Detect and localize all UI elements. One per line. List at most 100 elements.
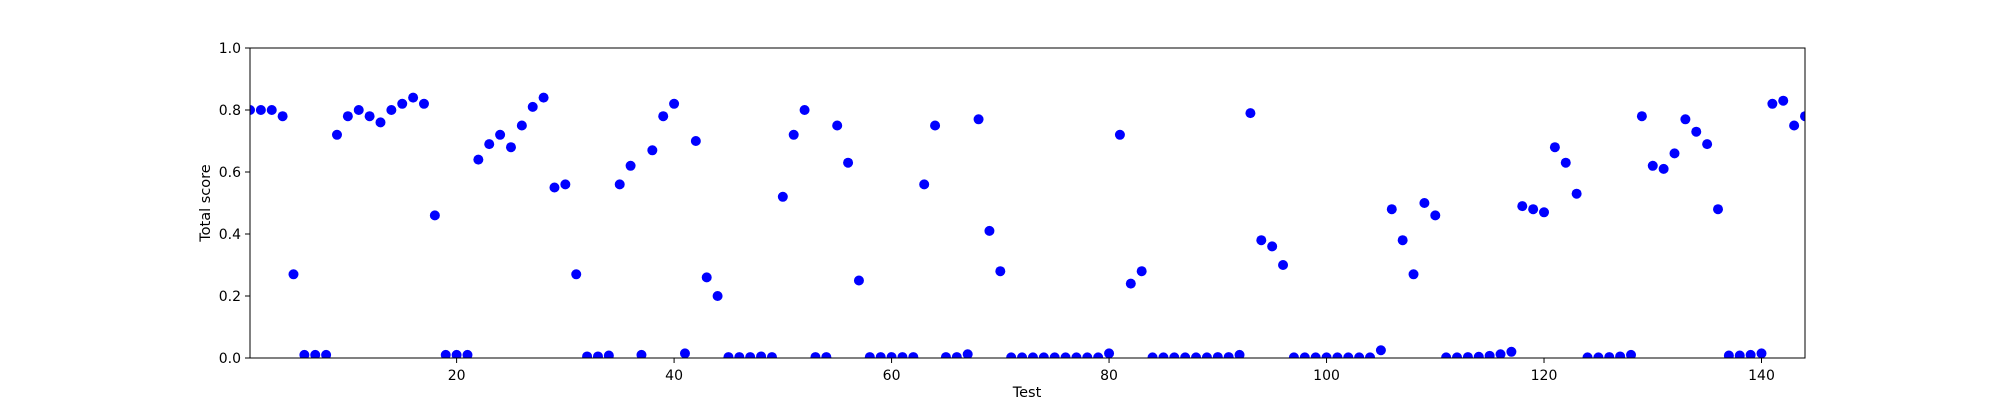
data-point [1691,126,1702,137]
data-point [288,269,299,280]
data-point [495,129,506,140]
data-point [560,179,571,190]
data-point [549,182,560,193]
data-point [669,98,680,109]
data-point [538,92,549,103]
data-point [1093,352,1104,358]
data-point [1027,352,1038,358]
data-point [1745,349,1756,358]
data-point [255,105,266,115]
data-point [1734,350,1745,358]
data-point [1038,352,1049,358]
data-point [810,352,821,358]
data-point [1767,98,1778,109]
data-point [353,105,364,115]
data-point [930,120,941,131]
data-point [756,351,767,358]
data-point [1680,114,1691,125]
data-point [1256,235,1267,246]
data-point [364,111,375,122]
data-point [679,348,690,358]
data-point [875,352,886,358]
data-point [701,272,712,283]
data-point [1430,210,1441,221]
data-point [1539,207,1550,218]
data-point [940,352,951,358]
data-point [1332,352,1343,358]
data-point [1647,160,1658,171]
data-point [1506,346,1517,357]
data-point [462,349,473,358]
points-layer [250,92,1805,358]
data-point [1104,348,1115,358]
data-point [1800,111,1805,122]
data-point [1462,352,1473,358]
data-point [1626,349,1637,358]
data-point [1484,350,1495,358]
data-point [505,142,516,153]
data-point [712,291,723,301]
data-point [1495,349,1506,358]
data-point [1473,351,1484,358]
data-point [1375,345,1386,356]
data-point [592,351,603,358]
y-tick-label: 0.8 [219,103,241,119]
data-point [614,179,625,190]
data-point [331,129,342,140]
data-point [375,117,386,128]
data-point [1365,352,1376,358]
data-point [266,105,277,115]
data-point [527,101,538,112]
data-point [1615,351,1626,358]
data-point [745,352,756,358]
data-point [1071,352,1082,358]
data-point [277,111,288,122]
data-point [1528,204,1539,215]
data-point [1604,352,1615,358]
data-point [582,351,593,358]
data-point [777,191,788,202]
y-tick-label: 0.4 [219,227,241,243]
data-point [1669,148,1680,159]
data-point [1517,201,1528,212]
y-tick-label: 0.6 [219,165,241,181]
data-point [1593,352,1604,358]
data-point [603,350,614,358]
data-point [1658,163,1669,174]
data-point [429,210,440,221]
data-point [1778,95,1789,106]
data-point [951,352,962,358]
data-point [625,160,636,171]
data-point [1310,352,1321,358]
data-point [1049,352,1060,358]
data-point [919,179,930,190]
data-point [1267,241,1278,252]
data-point [1299,352,1310,358]
x-tick-label: 120 [1531,368,1558,384]
data-point [1354,352,1365,358]
data-point [1702,139,1713,150]
y-tick-label: 0.2 [219,289,241,305]
data-point [1191,352,1202,358]
data-point [440,349,451,358]
plot-frame [249,47,1806,359]
data-point [1223,352,1234,358]
data-point [1114,129,1125,140]
data-point [962,349,973,358]
data-point [843,157,854,168]
data-point [1452,352,1463,358]
data-point [788,129,799,140]
data-point [1212,352,1223,358]
data-point [386,105,397,115]
data-point [1147,352,1158,358]
data-point [864,352,875,358]
data-point [690,136,701,146]
data-point [1549,142,1560,153]
data-point [658,111,669,122]
data-point [1136,266,1147,277]
y-axis-label: Total score [198,164,214,243]
data-point [516,120,527,131]
data-point [1245,108,1256,119]
